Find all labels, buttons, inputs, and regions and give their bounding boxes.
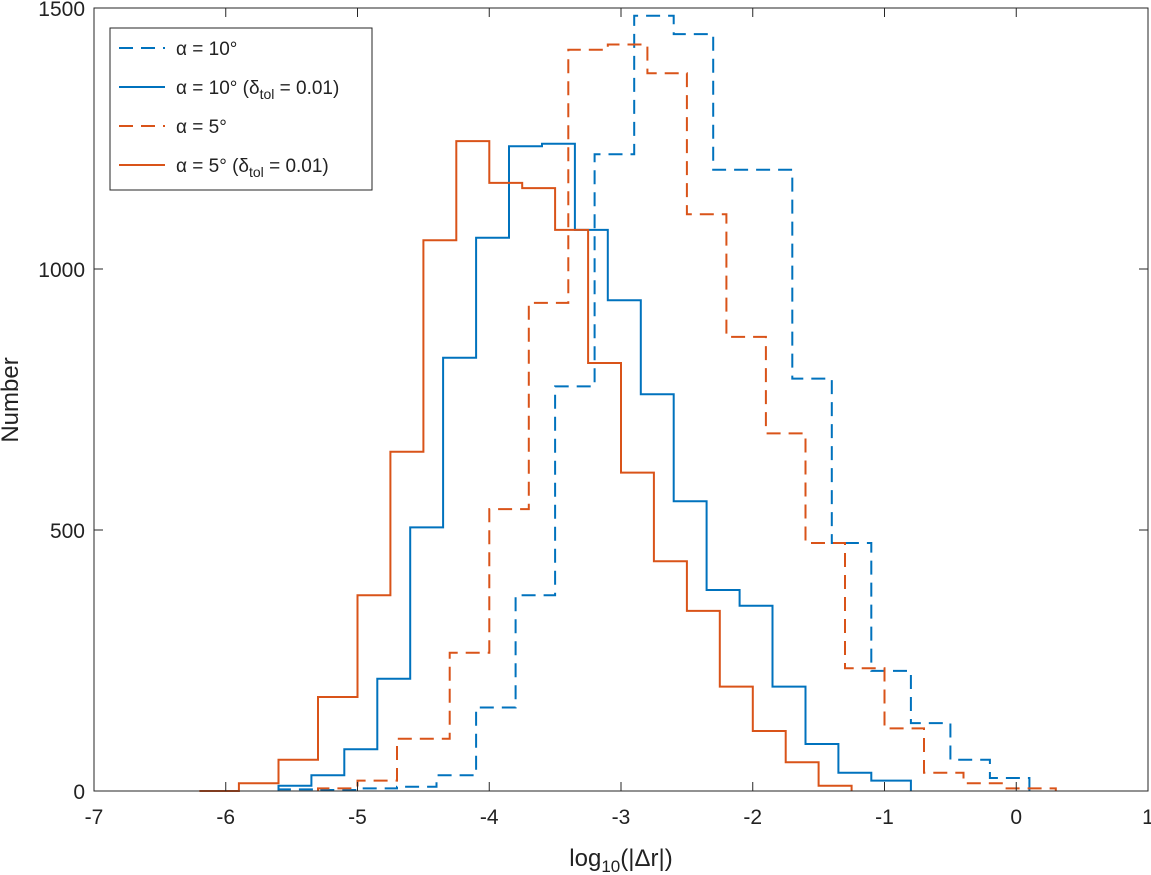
x-axis-label: log10(|Δr|) (569, 845, 672, 875)
series-2-stairs (277, 142, 912, 791)
y-tick-label: 1500 (38, 0, 85, 21)
series-4-stairs (199, 140, 853, 792)
x-tick-label: -3 (612, 806, 631, 829)
x-tick-label: -2 (743, 806, 762, 829)
legend-label-3: α = 5° (176, 117, 227, 138)
series-3-stairs (317, 43, 1057, 791)
x-tick-label: -7 (85, 806, 104, 829)
legend-label-4: α = 5° (δtol = 0.01) (176, 156, 329, 180)
legend-entries: α = 10° α = 10° (δtol = 0.01) α = 5° α = 5°… (119, 39, 339, 180)
legend: α = 10° α = 10° (δtol = 0.01) α = 5° α = 5°… (109, 27, 373, 191)
y-axis-label: Number (0, 357, 24, 442)
y-tick-label: 1000 (38, 259, 85, 282)
series-1-stairs (277, 14, 1031, 791)
y-tick-label: 500 (50, 520, 85, 543)
x-axis-label-suffix: (|Δr|) (620, 845, 672, 872)
x-tick-label: -5 (348, 806, 367, 829)
x-tick-label: -4 (480, 806, 499, 829)
x-tick-label: -1 (875, 806, 894, 829)
legend-label-2: α = 10° (δtol = 0.01) (176, 78, 339, 102)
x-tick-label: 0 (1010, 806, 1022, 829)
legend-label-1: α = 10° (176, 39, 237, 60)
x-axis-label-prefix: log (569, 845, 601, 872)
x-tick-label: -6 (216, 806, 235, 829)
x-axis-label-sub: 10 (601, 857, 620, 875)
y-tick-label: 0 (73, 781, 85, 804)
tick-layer: -7 -6 -5 -4 -3 -2 -1 0 1 0 500 1000 1500 (38, 0, 1151, 829)
legend-box (109, 27, 373, 191)
series-layer (199, 14, 1057, 792)
x-tick-label: 1 (1142, 806, 1151, 829)
